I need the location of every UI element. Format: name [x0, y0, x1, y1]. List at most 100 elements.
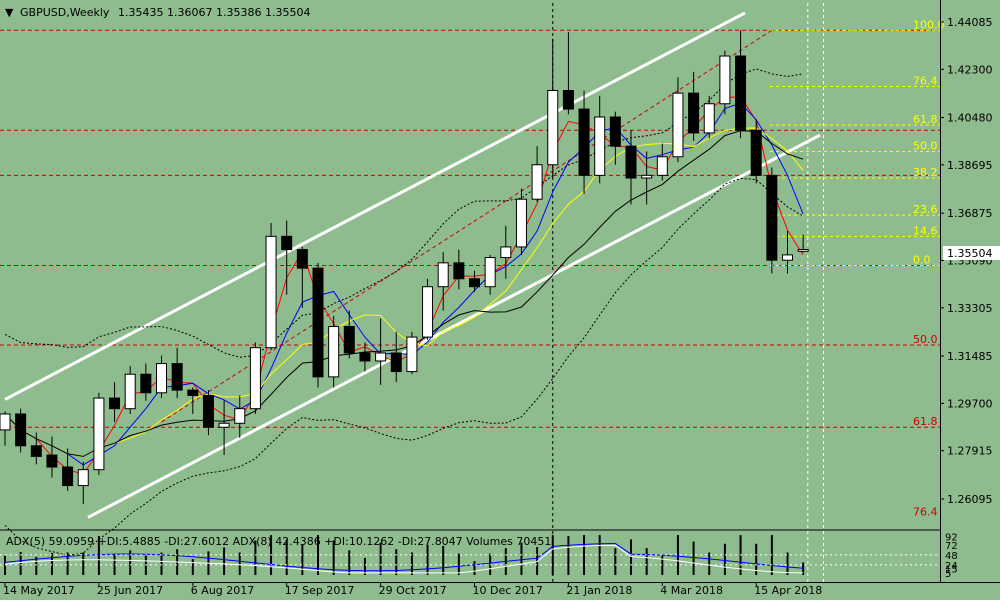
- bear-candle: [625, 145, 637, 179]
- bear-candle: [202, 394, 214, 428]
- fib-level-label: 50.0: [913, 333, 938, 346]
- indicator-tick-label: 92: [945, 532, 958, 543]
- bull-candle: [672, 92, 684, 158]
- bear-candle: [453, 262, 465, 280]
- bear-candle: [140, 373, 152, 394]
- price-tick-label: 1.33305: [947, 302, 993, 315]
- channel-upper-line: [4, 11, 746, 401]
- fib-level-label: 0.0: [913, 254, 931, 267]
- indicator-tick-label: 48: [945, 551, 958, 562]
- fib-level-label: 76.4: [913, 75, 938, 88]
- channel-lower-line: [87, 133, 821, 519]
- time-tick-label: 17 Sep 2017: [285, 584, 355, 597]
- bull-candle: [375, 352, 387, 362]
- bull-candle: [782, 254, 793, 261]
- time-tick-label: 15 Apr 2018: [754, 584, 822, 597]
- bear-candle: [171, 363, 183, 391]
- bear-candle: [562, 90, 574, 110]
- current-price-label: 1.35504: [947, 247, 993, 260]
- bear-candle: [390, 352, 402, 373]
- bull-candle: [484, 257, 496, 288]
- bull-candle: [156, 363, 167, 394]
- bear-candle: [359, 352, 371, 362]
- bull-candle: [515, 198, 527, 248]
- price-tick-label: 1.26095: [947, 493, 993, 506]
- current-price-box: [943, 246, 1000, 260]
- symbol-label: GBPUSD,Weekly: [20, 6, 110, 19]
- bollinger-lower-line: [4, 177, 804, 557]
- price-tick-label: 1.42300: [947, 63, 993, 76]
- bear-candle: [766, 174, 778, 261]
- fib-level-label: 23.6: [913, 203, 938, 216]
- indicator-tick-label: 24: [945, 561, 958, 572]
- time-tick-label: 14 May 2017: [3, 584, 75, 597]
- bull-candle: [77, 469, 89, 487]
- bear-candle: [15, 413, 27, 447]
- price-tick-label: 1.38695: [947, 159, 993, 172]
- ma-long-line: [4, 130, 804, 457]
- bull-candle: [656, 156, 668, 176]
- indicator-tick-label: 72: [945, 541, 958, 552]
- bull-candle: [93, 397, 105, 471]
- indicator-tick-label: 15: [945, 565, 958, 576]
- price-tick-label: 1.27915: [947, 445, 993, 458]
- bull-candle: [234, 408, 246, 424]
- bull-candle: [437, 262, 449, 288]
- price-tick-label: 1.29700: [947, 397, 993, 410]
- fib-anchor-line: [161, 29, 773, 423]
- time-tick-label: 6 Aug 2017: [191, 584, 254, 597]
- bear-candle: [296, 249, 308, 269]
- time-tick-label: 25 Jun 2017: [97, 584, 163, 597]
- fib-level-label: 61.8: [913, 113, 938, 126]
- ma-fast-line: [4, 96, 804, 475]
- bear-candle: [469, 278, 480, 288]
- bull-candle: [547, 90, 559, 166]
- di-line: [4, 544, 804, 574]
- bull-candle: [218, 422, 230, 428]
- bull-candle: [422, 286, 434, 338]
- bear-candle: [281, 235, 293, 251]
- bull-candle: [641, 174, 653, 179]
- bear-candle: [343, 325, 355, 354]
- bull-candle: [703, 103, 715, 134]
- header-arrow: ▼: [5, 6, 14, 19]
- fib-level-label: 76.4: [913, 505, 938, 518]
- bull-candle: [594, 116, 606, 176]
- ma-medium-line: [4, 102, 804, 466]
- ohlc-label: 1.35435 1.36067 1.35386 1.35504: [118, 6, 310, 19]
- time-tick-label: 29 Oct 2017: [379, 584, 447, 597]
- price-tick-label: 1.31485: [947, 350, 993, 363]
- bear-candle: [750, 129, 762, 176]
- bear-candle: [62, 466, 74, 487]
- ma-slow-line: [4, 127, 804, 457]
- bull-candle: [500, 246, 512, 259]
- adx-line: [4, 542, 804, 572]
- bull-candle: [265, 235, 277, 349]
- fib-level-label: 50.0: [913, 139, 938, 152]
- time-tick-label: 10 Dec 2017: [473, 584, 543, 597]
- price-tick-label: 1.40480: [947, 112, 993, 125]
- bear-candle: [187, 389, 199, 396]
- time-tick-label: 4 Mar 2018: [660, 584, 723, 597]
- bull-candle: [328, 325, 340, 378]
- indicator-label: ADX(5) 59.0959 +DI:5.4885 -DI:27.6012 AD…: [6, 535, 551, 548]
- bull-candle: [124, 373, 136, 410]
- bear-candle: [578, 108, 590, 176]
- bull-candle: [531, 164, 543, 200]
- bear-candle: [688, 92, 700, 134]
- fib-level-label: 61.8: [913, 415, 938, 428]
- bear-candle: [609, 116, 621, 147]
- price-tick-label: 1.36875: [947, 207, 993, 220]
- bear-candle: [735, 55, 747, 131]
- price-tick-label: 1.44085: [947, 16, 993, 29]
- bear-candle: [109, 397, 121, 410]
- bear-candle: [46, 454, 58, 468]
- time-tick-label: 21 Jan 2018: [566, 584, 632, 597]
- fib-level-label: 100.0: [913, 18, 945, 31]
- bull-candle: [406, 336, 418, 373]
- indicator-tick-label: 5: [945, 569, 951, 580]
- fib-level-label: 14.6: [913, 224, 938, 237]
- bull-candle: [719, 55, 731, 105]
